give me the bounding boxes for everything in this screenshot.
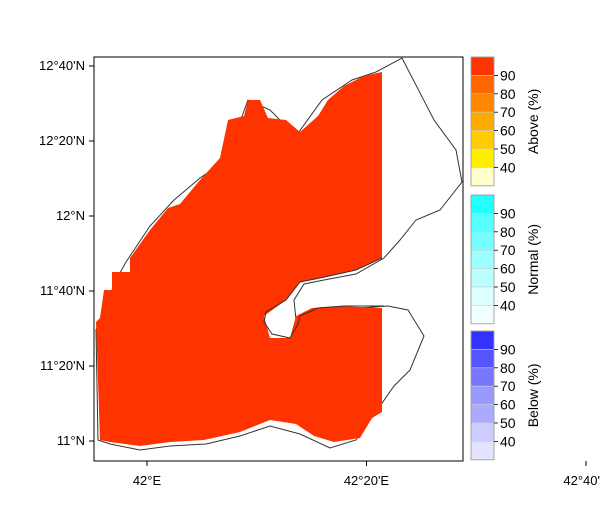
colorbar-border [470, 330, 495, 461]
colorbar-title: Above (%) [525, 89, 541, 154]
colorbar-border [470, 194, 495, 325]
map-panel: 42°E42°20'E42°40'E43°E43°20'E 12°40'N12°… [39, 56, 600, 488]
colorbar-group: 90 80 70 60 50 40 Normal (%) [470, 194, 541, 325]
colorbar-swatch [470, 367, 495, 387]
colorbar-level-label: 90 [500, 205, 516, 221]
colorbar-title: Normal (%) [525, 224, 541, 295]
colorbar-swatch [470, 130, 495, 150]
colorbar-swatch [470, 167, 495, 187]
x-tick-label: 42°E [133, 473, 162, 488]
colorbar-group: 90 80 70 60 50 40 Below (%) [470, 330, 541, 461]
colorbar-level-label: 40 [500, 159, 516, 175]
colorbar-swatch [470, 111, 495, 131]
y-tick-label: 11°20'N [40, 358, 85, 373]
colorbar-border [470, 56, 495, 187]
above-normal-shaded-region [96, 72, 382, 446]
colorbar-swatch [470, 56, 495, 76]
colorbar-level-label: 40 [500, 297, 516, 313]
colorbar-level-label: 50 [500, 279, 516, 295]
colorbar-swatch [470, 286, 495, 306]
y-axis-ticks: 12°40'N 12°20'N 12°N 11°40'N 11°20'N 11°N [39, 58, 94, 448]
colorbar-swatch [470, 404, 495, 424]
colorbar-swatch [470, 194, 495, 214]
colorbar-level-label: 70 [500, 242, 516, 258]
probability-colorbar-legend: 90 80 70 60 50 40 Above (%) 90 80 70 60 50 40 Normal … [470, 56, 541, 461]
colorbar-swatch [470, 422, 495, 442]
colorbar-level-label: 80 [500, 360, 516, 376]
colorbar-level-label: 50 [500, 141, 516, 157]
colorbar-group: 90 80 70 60 50 40 Above (%) [470, 56, 541, 187]
colorbar-swatch [470, 268, 495, 288]
colorbar-swatch [470, 231, 495, 251]
colorbar-swatch [470, 441, 495, 461]
colorbar-swatch [470, 148, 495, 168]
colorbar-swatch [470, 93, 495, 113]
colorbar-level-label: 80 [500, 86, 516, 102]
colorbar-swatch [470, 349, 495, 369]
colorbar-swatch [470, 305, 495, 325]
colorbar-swatch [470, 249, 495, 269]
x-tick-label: 42°20'E [344, 473, 390, 488]
colorbar-level-label: 70 [500, 104, 516, 120]
colorbar-level-label: 90 [500, 341, 516, 357]
colorbar-swatch [470, 213, 495, 233]
colorbar-swatch [470, 330, 495, 350]
gulf-coastline [263, 257, 384, 339]
colorbar-level-label: 60 [500, 123, 516, 139]
colorbar-level-label: 70 [500, 378, 516, 394]
colorbar-swatch [470, 385, 495, 405]
colorbar-level-label: 90 [500, 67, 516, 83]
colorbar-level-label: 50 [500, 415, 516, 431]
y-tick-label: 11°N [57, 433, 85, 448]
x-tick-label: 42°40'E [563, 473, 600, 488]
colorbar-title: Below (%) [525, 364, 541, 428]
y-tick-label: 11°40'N [40, 283, 85, 298]
y-tick-label: 12°40'N [39, 58, 85, 73]
colorbar-level-label: 60 [500, 261, 516, 277]
colorbar-level-label: 60 [500, 397, 516, 413]
colorbar-swatch [470, 75, 495, 95]
colorbar-level-label: 40 [500, 433, 516, 449]
colorbar-level-label: 80 [500, 224, 516, 240]
y-tick-label: 12°20'N [39, 133, 85, 148]
x-axis-ticks: 42°E42°20'E42°40'E43°E43°20'E [133, 461, 600, 488]
y-tick-label: 12°N [56, 208, 85, 223]
